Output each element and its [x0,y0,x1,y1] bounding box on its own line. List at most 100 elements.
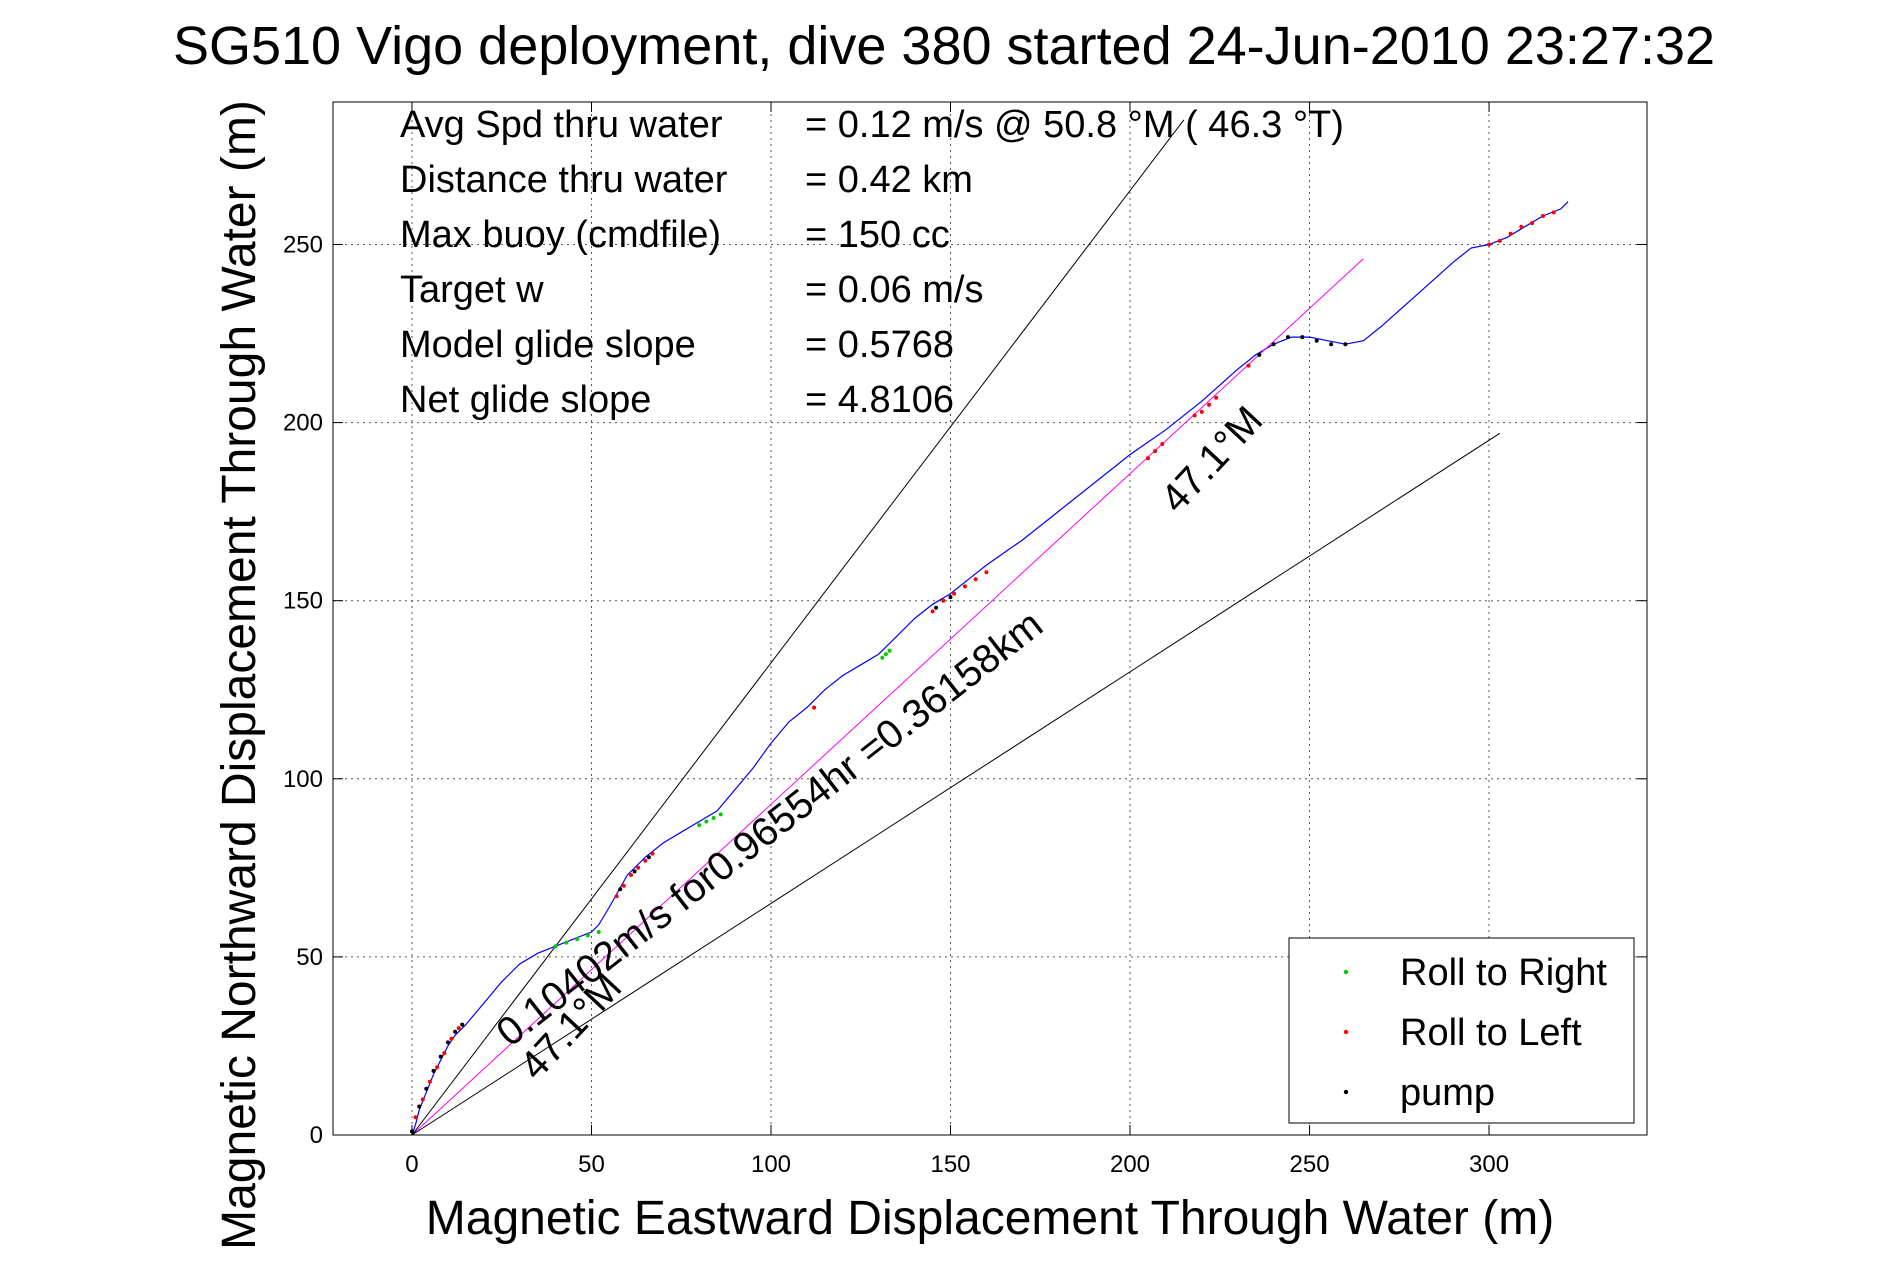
info-label: Model glide slope [400,324,696,366]
series-point [1497,238,1502,243]
info-label: Distance thru water [400,159,728,201]
info-value: = 4.8106 [805,379,954,421]
series-point [460,1022,465,1027]
series-point [636,865,641,870]
series-point [1207,402,1211,407]
series-point [1192,413,1197,418]
series-point [887,648,892,653]
series-point [1146,456,1150,461]
legend-marker-pump [1343,1089,1349,1095]
x-tick-label: 0 [405,1151,418,1178]
series-point [442,1051,447,1056]
series-point [984,570,989,575]
series-lines [411,119,1569,1136]
x-tick-label: 50 [578,1151,605,1178]
y-tick-label: 250 [283,231,323,258]
series-point [941,598,946,603]
series-point [1286,335,1290,340]
series-point [1508,231,1513,236]
y-tick-label: 150 [283,588,323,615]
info-value: = 0.5768 [805,324,954,366]
series-point [1199,409,1204,414]
series-point [1153,449,1158,454]
x-tick-label: 250 [1290,1151,1330,1178]
series-point [621,883,626,888]
series-point [449,1036,454,1041]
series-point [880,655,885,660]
series-point [952,591,957,596]
series-point [1540,214,1545,218]
series-point [438,1054,443,1059]
info-label: Avg Spd thru water [400,104,723,146]
series-point [1487,242,1491,247]
series-point [1246,363,1251,368]
series-point [629,873,633,877]
series-point [1214,395,1219,400]
info-value: = 0.06 m/s [805,269,983,311]
series-point [930,609,935,614]
series-point [1300,335,1305,340]
series-point [704,819,709,824]
x-tick-label: 300 [1469,1151,1509,1178]
y-tick-label: 100 [283,766,323,793]
legend-label: pump [1400,1072,1495,1114]
series-point [934,605,939,610]
series-point [643,858,648,863]
series-point [427,1079,432,1084]
series-point [1314,338,1319,343]
x-tick-label: 100 [751,1151,791,1178]
legend: Roll to Right Roll to Left pump [1288,937,1635,1124]
legend-marker-roll-left [1343,1029,1349,1035]
info-value: = 0.42 km [805,159,973,201]
series-point [632,869,637,874]
series-point [1329,342,1334,347]
series-point [618,887,623,892]
y-tick-label: 200 [283,410,323,437]
info-label: Net glide slope [400,379,651,421]
series-point [650,851,655,856]
series-point [596,930,601,934]
info-value: = 0.12 m/s @ 50.8 °M ( 46.3 °T) [805,104,1344,146]
series-line [411,201,1569,1136]
series-point [1160,442,1165,446]
info-label: Max buoy (cmdfile) [400,214,721,256]
y-axis-label: Magnetic Northward Displacement Through … [213,100,266,1250]
series-point [711,816,716,820]
x-tick-label: 150 [930,1151,970,1178]
series-point [812,705,817,710]
series-point [431,1068,436,1073]
series-line [411,119,1185,1136]
y-tick-label: 0 [310,1122,323,1149]
series-point [1519,224,1524,229]
series-markers [410,210,1556,1134]
series-point [1343,342,1348,347]
series-point [456,1026,461,1031]
series-point [445,1040,450,1045]
series-point [883,652,888,657]
legend-label: Roll to Right [1400,952,1607,994]
legend-marker-roll-right [1343,969,1349,975]
series-point [417,1104,422,1109]
legend-label: Roll to Left [1400,1012,1582,1054]
series-point [420,1097,425,1102]
series-line [411,432,1501,1136]
series-point [1257,352,1262,357]
series-point [553,944,558,949]
info-value: = 150 cc [805,214,950,256]
chart-title: SG510 Vigo deployment, dive 380 started … [173,16,1715,76]
series-point [413,1115,418,1120]
x-tick-label: 200 [1110,1151,1150,1178]
y-tick-label: 50 [296,944,323,971]
axis-ticks: 0 50 100 150 200 250 300 0 50 100 150 200 250 [283,102,1647,1178]
grid [333,102,1647,1136]
series-point [564,940,569,945]
series-point [424,1086,429,1091]
info-box: Avg Spd thru water = 0.12 m/s @ 50.8 °M … [400,104,1344,421]
series-point [1271,342,1276,347]
series-point [962,584,967,589]
series-line [411,258,1364,1136]
series-point [453,1029,458,1034]
x-axis-label: Magnetic Eastward Displacement Through W… [426,1192,1554,1245]
series-point [585,933,590,938]
